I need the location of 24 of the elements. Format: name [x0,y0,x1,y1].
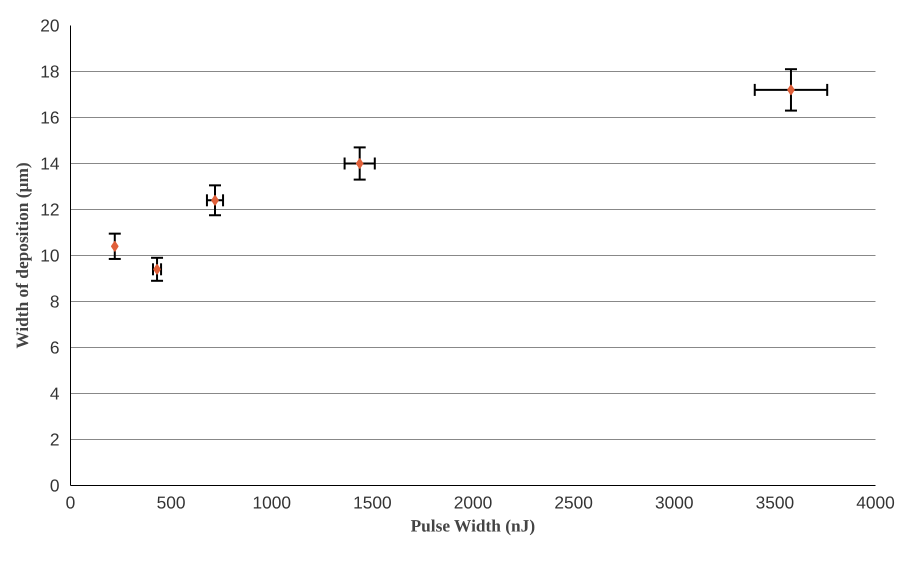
y-tick-label: 10 [40,246,60,266]
y-tick-label: 16 [40,108,60,128]
x-axis-title: Pulse Width (nJ) [410,516,536,536]
x-tick-label: 0 [66,492,76,512]
x-tick-label: 3500 [756,492,794,512]
y-axis-title: Width of deposition (µm) [13,162,32,349]
point [356,158,364,169]
x-tick-label: 4000 [856,492,895,512]
y-tick-label: 4 [50,384,60,404]
x-tick-label: 1000 [252,492,292,512]
y-tick-label: 14 [40,154,60,174]
x-tick-label: 3000 [654,492,694,512]
y-tick-label: 18 [40,62,60,82]
x-tick-label: 1500 [353,492,392,512]
y-tick-label: 2 [50,430,60,450]
y-tick-label: 12 [40,200,60,220]
y-tick-label: 20 [40,16,60,36]
x-tick-label: 2500 [554,492,593,512]
x-tick-label: 2000 [454,492,492,512]
y-tick-label: 6 [50,338,60,358]
y-tick-label: 8 [50,292,60,312]
x-tick-label: 500 [156,492,186,512]
y-tick-label: 0 [50,476,60,496]
point [110,240,119,252]
